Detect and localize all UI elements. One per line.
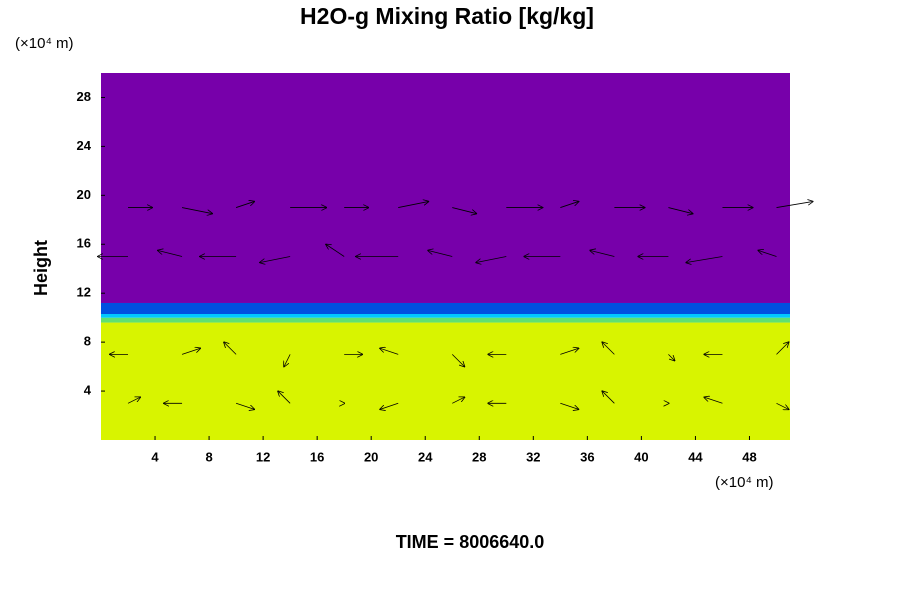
x-tick-label: 20	[364, 449, 378, 464]
wind-vector	[476, 256, 507, 263]
y-tick-label: 16	[77, 236, 91, 251]
x-tick-label: 8	[205, 449, 212, 464]
wind-vector	[560, 348, 578, 355]
x-tick-label: 16	[310, 449, 324, 464]
field-band	[101, 302, 790, 314]
y-tick-label: 28	[77, 89, 91, 104]
wind-vector	[452, 207, 476, 214]
wind-vector	[398, 202, 428, 208]
wind-vector	[560, 402, 578, 409]
x-tick-label: 44	[688, 449, 703, 464]
wind-vector	[602, 391, 615, 404]
time-label: TIME = 8006640.0	[396, 532, 545, 552]
wind-vector	[158, 251, 183, 257]
x-tick-label: 4	[151, 449, 159, 464]
field-band	[101, 322, 790, 440]
wind-vector	[668, 354, 674, 360]
wind-vector	[326, 245, 345, 257]
wind-vector	[224, 342, 237, 355]
wind-vector	[127, 397, 140, 404]
field-band	[101, 73, 790, 303]
wind-vector	[380, 402, 399, 409]
wind-vector	[284, 354, 291, 366]
x-tick-label: 24	[418, 449, 433, 464]
field-band	[101, 313, 790, 318]
wind-vector	[560, 202, 578, 208]
wind-vector	[704, 397, 723, 404]
wind-vector	[590, 251, 615, 257]
wind-vector	[235, 402, 254, 409]
wind-vector	[776, 202, 812, 208]
chart-title: H2O-g Mixing Ratio [kg/kg]	[300, 3, 594, 29]
wind-vector	[686, 256, 723, 263]
x-tick-label: 40	[634, 449, 648, 464]
wind-vector	[380, 348, 399, 355]
x-tick-label: 32	[526, 449, 540, 464]
wind-vector	[278, 391, 291, 404]
y-tick-label: 4	[84, 383, 92, 398]
wind-vector	[235, 202, 254, 208]
x-unit: (×10⁴ m)	[715, 474, 774, 491]
y-tick-label: 8	[84, 334, 91, 349]
x-tick-label: 12	[256, 449, 270, 464]
y-tick-label: 20	[77, 187, 91, 202]
x-tick-label: 48	[742, 449, 756, 464]
wind-vector	[181, 207, 212, 214]
x-tick-label: 36	[580, 449, 594, 464]
wind-vector	[776, 342, 788, 355]
y-tick-label: 12	[77, 285, 91, 300]
field-band	[101, 317, 790, 323]
wind-vector	[602, 342, 615, 355]
wind-vector	[260, 256, 291, 263]
wind-vector	[452, 397, 464, 404]
wind-vector	[758, 251, 777, 257]
wind-vector	[451, 354, 464, 366]
wind-vector	[428, 251, 453, 257]
y-axis-label: Height	[31, 240, 51, 296]
x-tick-label: 28	[472, 449, 486, 464]
wind-vector	[668, 207, 692, 214]
wind-vector	[776, 402, 788, 409]
y-tick-label: 24	[77, 138, 92, 153]
wind-vector	[181, 348, 200, 355]
y-unit: (×10⁴ m)	[15, 35, 74, 52]
